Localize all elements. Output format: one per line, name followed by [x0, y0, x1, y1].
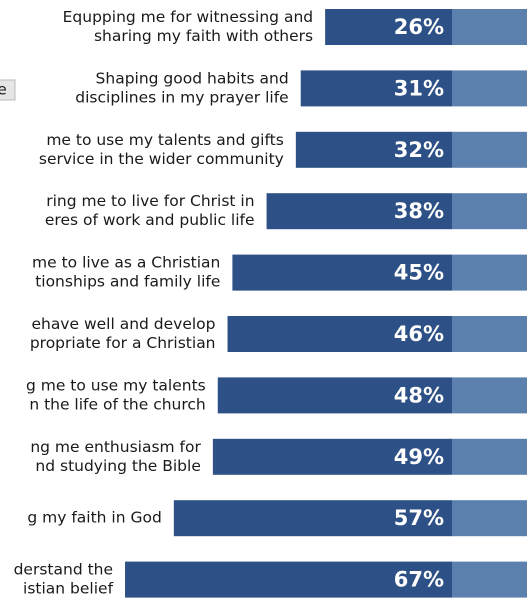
category-label: derstand the [14, 561, 113, 579]
category-label: disciplines in my prayer life [75, 88, 288, 106]
category-label: sharing my faith with others [94, 27, 313, 45]
bar-rest [452, 377, 527, 414]
category-label: me to use my talents and gifts [46, 131, 284, 149]
category-label: Equpping me for witnessing and [63, 8, 313, 26]
category-label: istian belief [23, 580, 114, 598]
value-label: 46% [394, 322, 444, 346]
bar [227, 316, 452, 352]
value-label: 57% [394, 506, 444, 530]
bar [266, 193, 452, 230]
bar-rest [452, 561, 527, 598]
category-label: ring me to live for Christ in [46, 192, 254, 210]
category-label: eres of work and public life [45, 211, 255, 229]
category-label: g me to use my talents [26, 376, 206, 394]
category-label: n the life of the church [29, 395, 205, 413]
category-label: tionships and family life [35, 273, 220, 291]
value-label: 45% [394, 261, 444, 285]
bar [232, 254, 452, 291]
value-label: 31% [394, 76, 444, 100]
category-label: ng me enthusiasm for [30, 438, 201, 456]
bar [125, 561, 452, 598]
value-label: 38% [394, 199, 444, 223]
category-label: Shaping good habits and [96, 69, 289, 87]
value-label: 48% [394, 383, 444, 407]
value-label: 49% [394, 445, 444, 469]
category-label: propriate for a Christian [30, 334, 216, 352]
bar-rest [452, 254, 527, 291]
note-box-text: e [0, 81, 7, 99]
bar-rest [452, 193, 527, 230]
bar [300, 70, 452, 107]
category-label: g my faith in God [27, 509, 161, 527]
bar-rest [452, 500, 527, 537]
bar [173, 500, 452, 537]
value-label: 26% [394, 15, 444, 39]
value-label: 67% [394, 568, 444, 592]
bar [295, 131, 452, 168]
category-label: nd studying the Bible [35, 457, 200, 475]
value-label: 32% [394, 138, 444, 162]
category-label: me to live as a Christian [32, 254, 220, 272]
bar-rest [452, 438, 527, 475]
bar-rest [452, 9, 527, 45]
bar [217, 377, 452, 414]
category-label: service in the wider community [39, 150, 284, 168]
bar-rest [452, 70, 527, 107]
bar-rest [452, 316, 527, 352]
category-label: ehave well and develop [31, 315, 215, 333]
bar [325, 9, 452, 45]
note-box [0, 79, 16, 101]
bar-rest [452, 131, 527, 168]
bar [212, 438, 452, 475]
